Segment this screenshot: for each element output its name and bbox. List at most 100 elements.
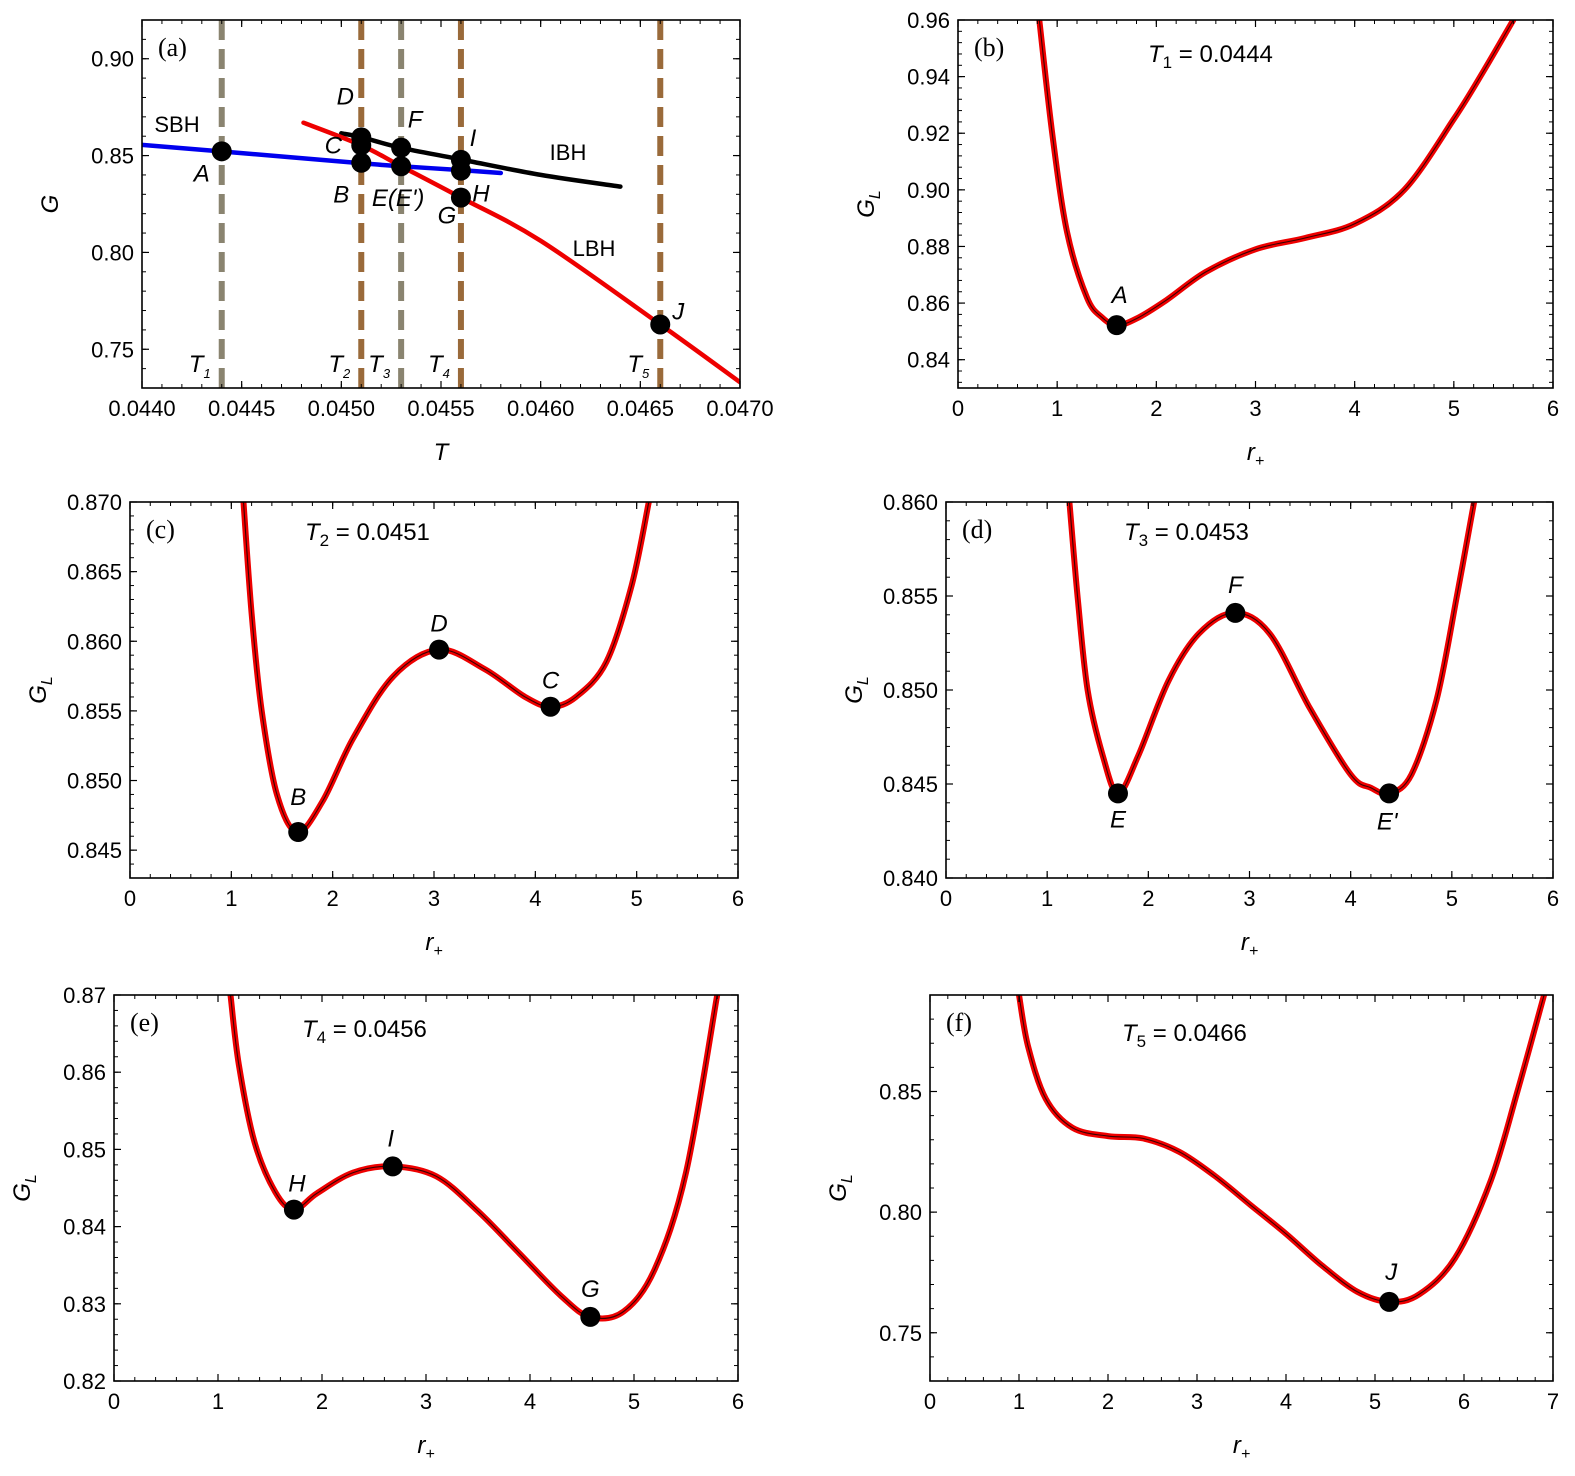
- y-axis-label: G: [37, 195, 64, 214]
- x-tick-label: 0.0455: [407, 396, 474, 421]
- x-tick-label: 2: [316, 1389, 328, 1414]
- curve-group: [227, 995, 721, 1322]
- x-tick-label: 0.0465: [607, 396, 674, 421]
- point-E': [1379, 783, 1400, 804]
- temperature-annotation: T2 = 0.0451: [305, 519, 430, 550]
- y-tick-label: 0.855: [883, 584, 938, 609]
- x-tick-label: 4: [1280, 1389, 1292, 1414]
- branch-label-ibh: IBH: [550, 140, 587, 165]
- point-label-I: I: [470, 125, 477, 152]
- point-E(E'): [391, 156, 412, 177]
- temperature-line-label: T3: [368, 351, 391, 381]
- branch-label-lbh: LBH: [573, 236, 616, 261]
- point-label-F: F: [408, 107, 424, 134]
- gibbs-curve-core: [242, 502, 650, 833]
- point-label-B: B: [290, 784, 306, 811]
- x-tick-label: 5: [1446, 886, 1458, 911]
- point-label-H: H: [288, 1171, 306, 1198]
- point-label-E: E: [1110, 806, 1127, 833]
- panel-b: A T1 = 0.0444 0 1 2 3 4 5 6 0.84 0.86 0.88 0.90 0.92 0…: [853, 8, 1559, 470]
- x-axis-label: r+: [1241, 929, 1258, 960]
- y-axis-label: GL: [825, 1174, 856, 1202]
- y-tick-label: 0.850: [883, 678, 938, 703]
- point-label-D: D: [337, 83, 354, 110]
- y-tick-label: 0.83: [63, 1292, 106, 1317]
- point-label-E(E'): E(E'): [372, 185, 425, 212]
- panel-tag: (b): [974, 33, 1004, 62]
- panel-tag: (c): [146, 515, 175, 544]
- panel-tag: (a): [158, 33, 187, 62]
- point-label-H: H: [472, 181, 490, 208]
- y-tick-label: 0.90: [907, 178, 950, 203]
- y-tick-label: 0.92: [907, 121, 950, 146]
- x-tick-label: 1: [212, 1389, 224, 1414]
- point-B: [351, 152, 372, 173]
- y-tick-label: 0.84: [907, 348, 950, 373]
- x-tick-label: 4: [1345, 886, 1357, 911]
- y-tick-label: 0.865: [67, 560, 122, 585]
- temperature-annotation: T4 = 0.0456: [302, 1016, 427, 1047]
- point-label-C: C: [325, 132, 343, 159]
- point-F: [1225, 602, 1246, 623]
- y-tick-label: 0.85: [63, 1137, 106, 1162]
- x-tick-label: 3: [428, 886, 440, 911]
- plot-frame: [129, 501, 739, 879]
- x-axis-label: r+: [1247, 439, 1264, 470]
- point-J: [1379, 1291, 1400, 1312]
- x-tick-label: 1: [1051, 396, 1063, 421]
- panel-tag: (f): [946, 1008, 972, 1037]
- temperature-line-label: T5: [627, 351, 650, 381]
- y-tick-label: 0.860: [883, 490, 938, 515]
- y-axis-label: GL: [853, 190, 884, 218]
- y-tick-label: 0.845: [67, 838, 122, 863]
- x-tick-label: 1: [1041, 886, 1053, 911]
- curve-group: [1066, 502, 1478, 797]
- panel-f: J T5 = 0.0466 0 1 2 3 4 5 6 7 0.75 0.80 0.85 (f) r+ GL: [825, 994, 1559, 1463]
- temperature-line-label: T1: [189, 351, 211, 381]
- point-D: [429, 639, 450, 660]
- y-tick-label: 0.82: [63, 1369, 106, 1394]
- panel-d: E F E' T3 = 0.0453 0 1 2 3 4 5 6 0.840 0.845 0.850 0.8…: [841, 490, 1559, 960]
- temperature-annotation: T1 = 0.0444: [1148, 41, 1273, 72]
- x-tick-label: 6: [732, 886, 744, 911]
- x-tick-label: 2: [1150, 396, 1162, 421]
- y-tick-label: 0.96: [907, 8, 950, 33]
- point-label-A: A: [192, 160, 210, 187]
- x-axis-label: r+: [1233, 1432, 1250, 1463]
- x-axis-label: r+: [425, 929, 442, 960]
- x-tick-label: 3: [420, 1389, 432, 1414]
- panel-e: H I G T4 = 0.0456 0 1 2 3 4 5 6 0.82 0.83 0.84 0.85 0.8…: [9, 983, 744, 1463]
- y-tick-label: 0.870: [67, 490, 122, 515]
- x-tick-label: 4: [1349, 396, 1361, 421]
- x-tick-label: 3: [1191, 1389, 1203, 1414]
- gibbs-curve-core: [1018, 995, 1545, 1303]
- x-tick-label: 1: [225, 886, 237, 911]
- point-label-C: C: [542, 668, 560, 695]
- gibbs-curve: [1016, 995, 1548, 1305]
- x-tick-label: 2: [327, 886, 339, 911]
- x-tick-label: 1: [1013, 1389, 1025, 1414]
- x-tick-label: 3: [1249, 396, 1261, 421]
- point-A: [1106, 315, 1127, 336]
- x-tick-label: 6: [732, 1389, 744, 1414]
- point-label-G: G: [581, 1276, 600, 1303]
- point-label-G: G: [438, 203, 457, 230]
- x-tick-label: 3: [1243, 886, 1255, 911]
- gibbs-curve-core: [1068, 502, 1475, 795]
- point-I: [450, 149, 471, 170]
- point-F: [391, 137, 412, 158]
- plot-frame: [957, 19, 1554, 389]
- x-tick-label: 6: [1547, 886, 1559, 911]
- y-tick-label: 0.87: [63, 983, 106, 1008]
- x-tick-label: 0: [940, 886, 952, 911]
- x-tick-label: 0.0460: [507, 396, 574, 421]
- x-tick-label: 6: [1547, 396, 1559, 421]
- temperature-line-label: T2: [328, 351, 351, 381]
- x-tick-label: 4: [524, 1389, 536, 1414]
- y-tick-label: 0.84: [63, 1215, 106, 1240]
- gibbs-curve: [1036, 20, 1517, 329]
- x-tick-label: 0.0445: [208, 396, 275, 421]
- point-label-I: I: [387, 1125, 394, 1152]
